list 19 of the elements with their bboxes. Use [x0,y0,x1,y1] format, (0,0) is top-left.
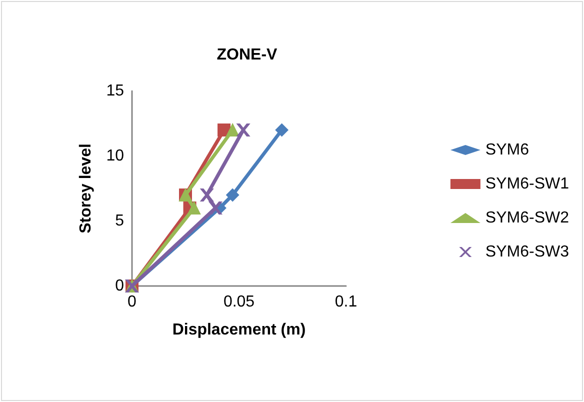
point [208,202,222,214]
x-tick-label: 0 [128,294,137,310]
y-tick-label: 15 [106,82,124,100]
y-axis-title: Storey level [78,144,94,234]
x-tick-label: 0.05 [223,294,255,310]
y-tick-label: 0 [115,278,124,294]
point [226,188,240,202]
legend-label: SYM6 [485,142,530,158]
point [275,124,288,136]
point [200,188,214,202]
y-tick-label: 5 [115,212,124,230]
x-axis-title: Displacement (m) [172,322,306,338]
legend-label: SYM6-SW1 [485,176,570,192]
x-tick-label: 0.1 [334,294,358,310]
chart-title: ZONE-V [216,46,278,64]
legend-label: SYM6-SW2 [485,210,570,226]
legend-label: SYM6-SW3 [485,244,570,260]
y-tick-label: 10 [106,148,124,164]
point [236,124,250,136]
